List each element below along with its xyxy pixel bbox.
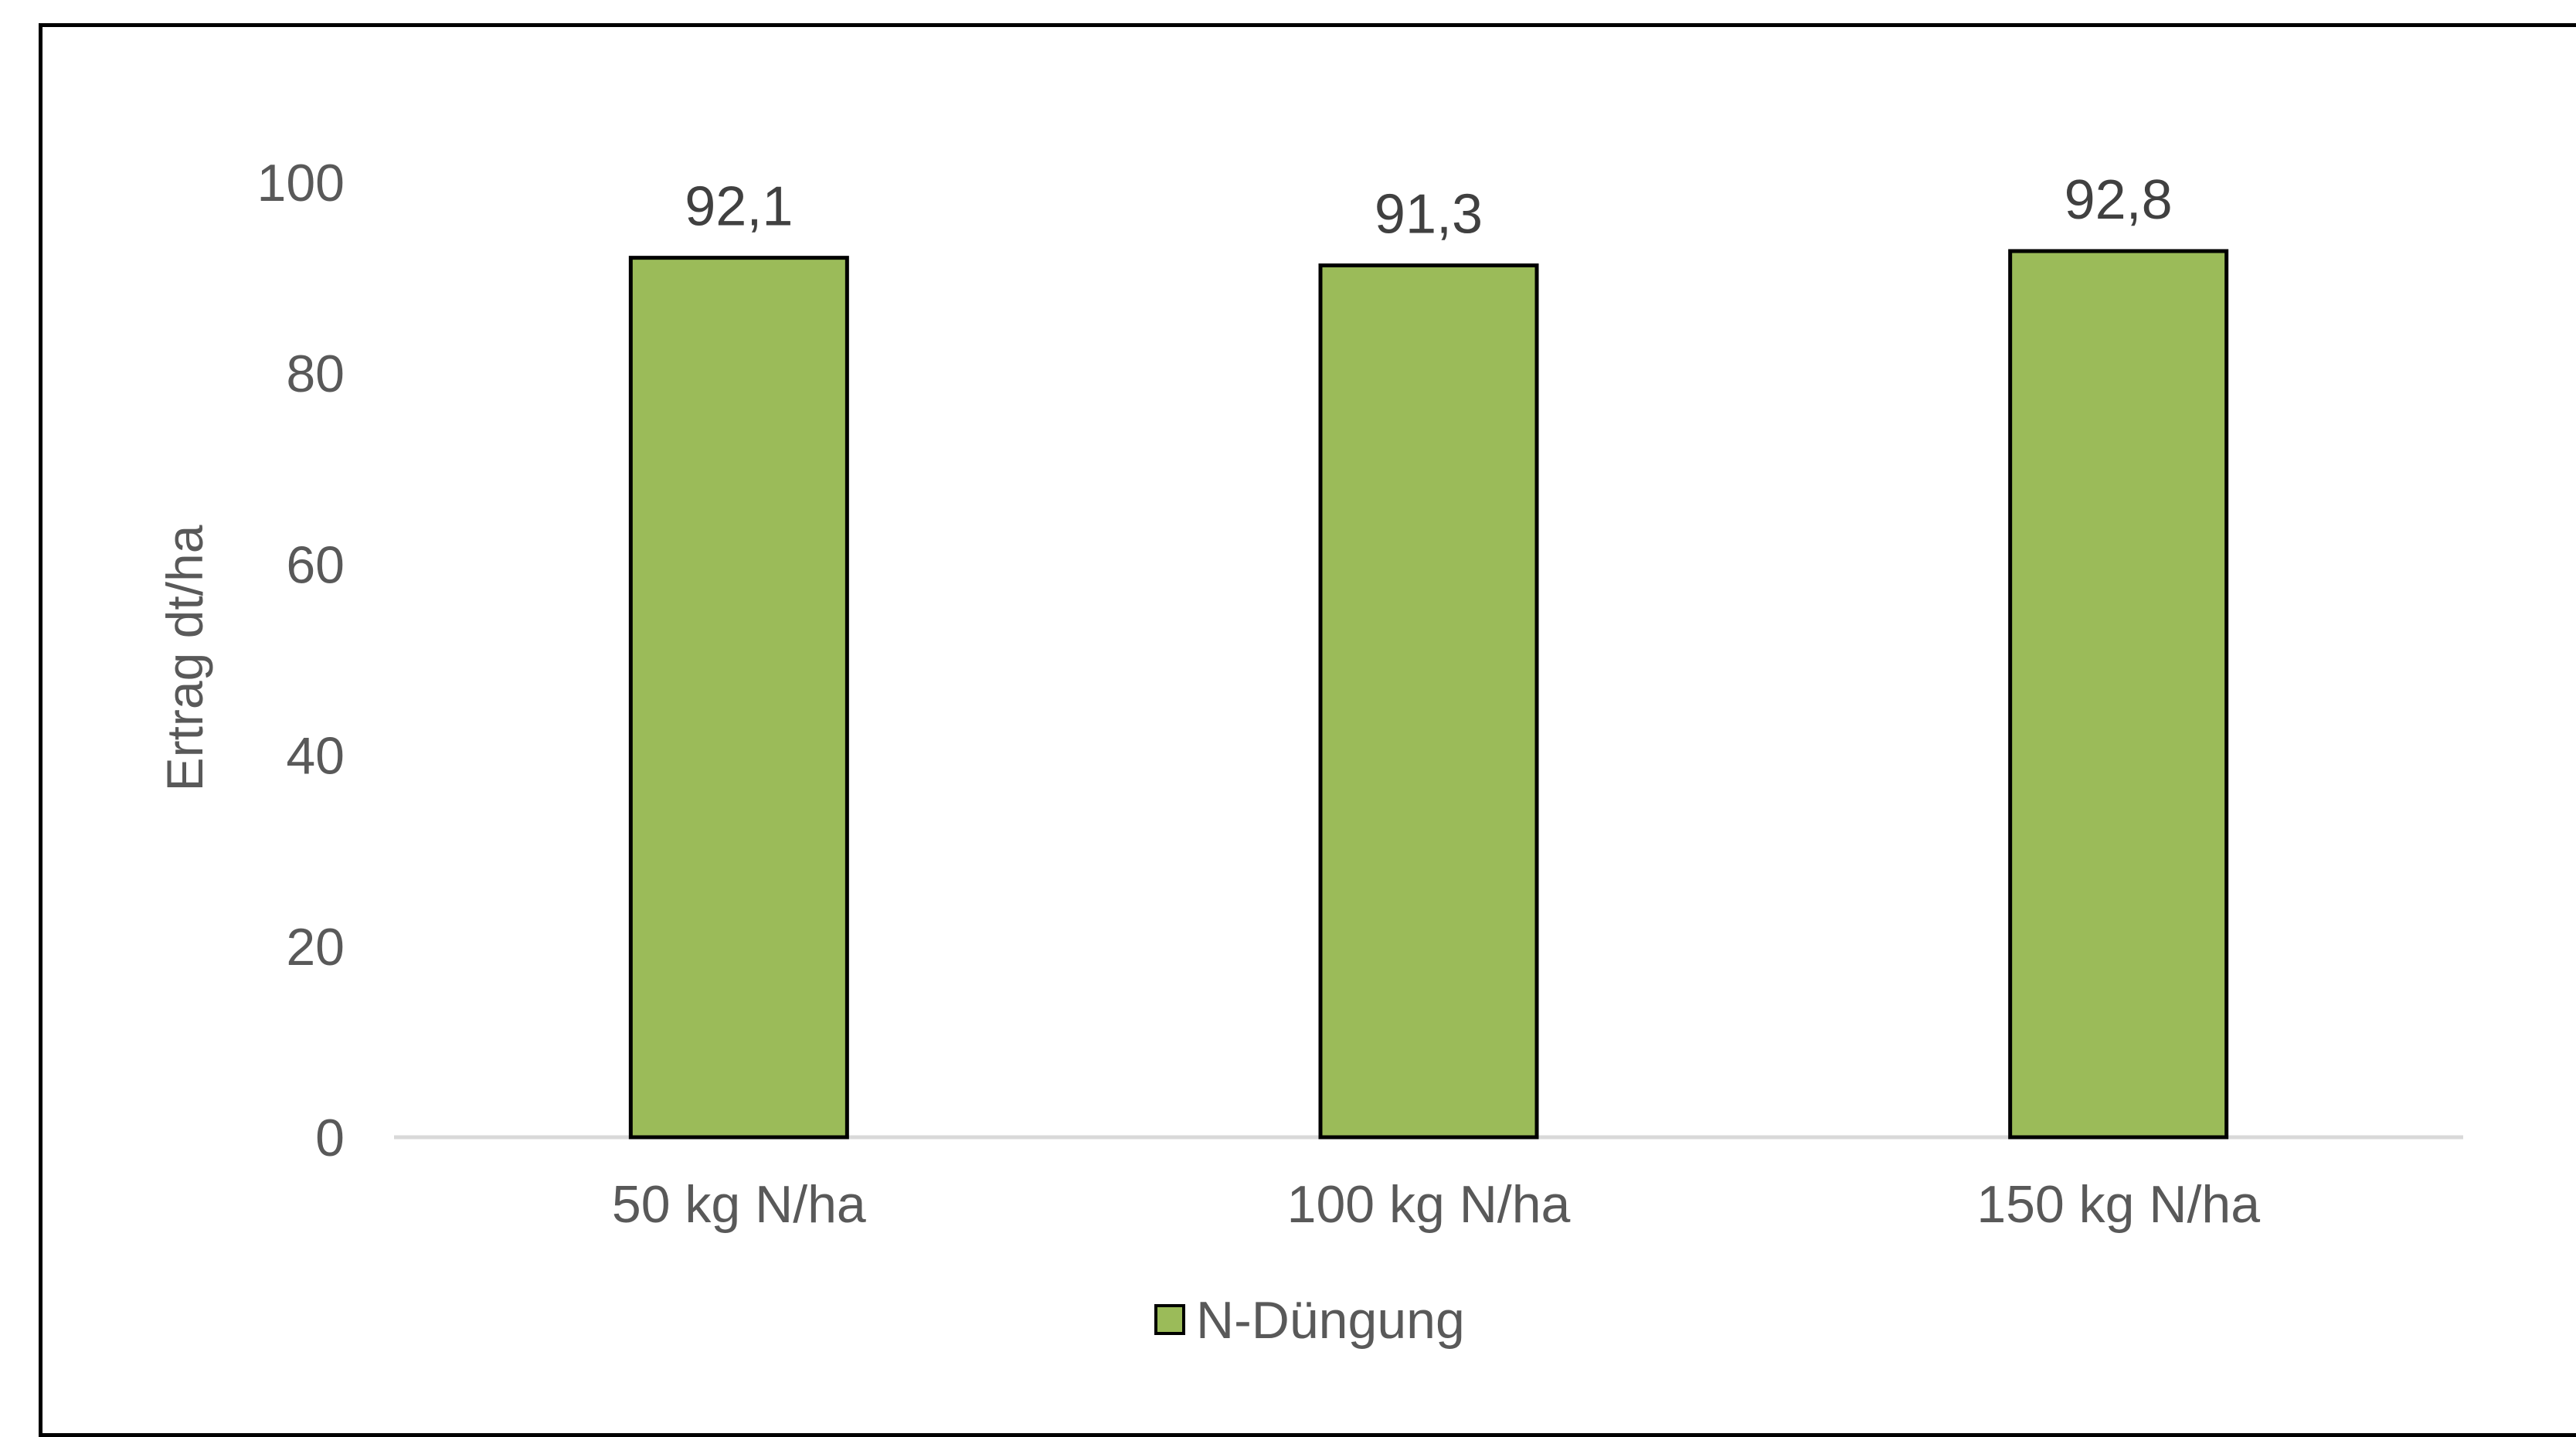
y-axis-title: Ertrag dt/ha — [156, 525, 213, 791]
y-tick-label: 80 — [286, 345, 345, 403]
bar — [1318, 263, 1539, 1140]
y-tick-label: 60 — [286, 535, 345, 594]
y-tick-label: 40 — [286, 727, 345, 786]
bar — [2008, 249, 2229, 1140]
x-tick-label: 150 kg N/ha — [1976, 1175, 2260, 1234]
x-tick-label: 50 kg N/ha — [612, 1175, 866, 1234]
y-tick-label: 100 — [257, 154, 345, 212]
y-tick-label: 20 — [286, 918, 345, 977]
data-labels: 92,1 91,3 92,8 — [685, 169, 2172, 246]
bar-value-label: 91,3 — [1375, 184, 1483, 246]
y-axis-title-group: Ertrag dt/ha — [156, 525, 213, 791]
y-axis-ticks: 0 20 40 60 80 100 — [257, 154, 345, 1167]
legend: N-Düngung — [1154, 1291, 1465, 1350]
category-labels: 50 kg N/ha 100 kg N/ha 150 kg N/ha — [612, 1175, 2260, 1234]
bar — [628, 256, 849, 1140]
y-tick-label: 0 — [315, 1109, 345, 1167]
bar-value-label: 92,8 — [2065, 169, 2173, 231]
legend-swatch — [1154, 1304, 1185, 1335]
x-tick-label: 100 kg N/ha — [1287, 1175, 1571, 1234]
bar-value-label: 92,1 — [685, 176, 793, 238]
legend-label: N-Düngung — [1196, 1291, 1465, 1350]
bars — [628, 249, 2229, 1140]
